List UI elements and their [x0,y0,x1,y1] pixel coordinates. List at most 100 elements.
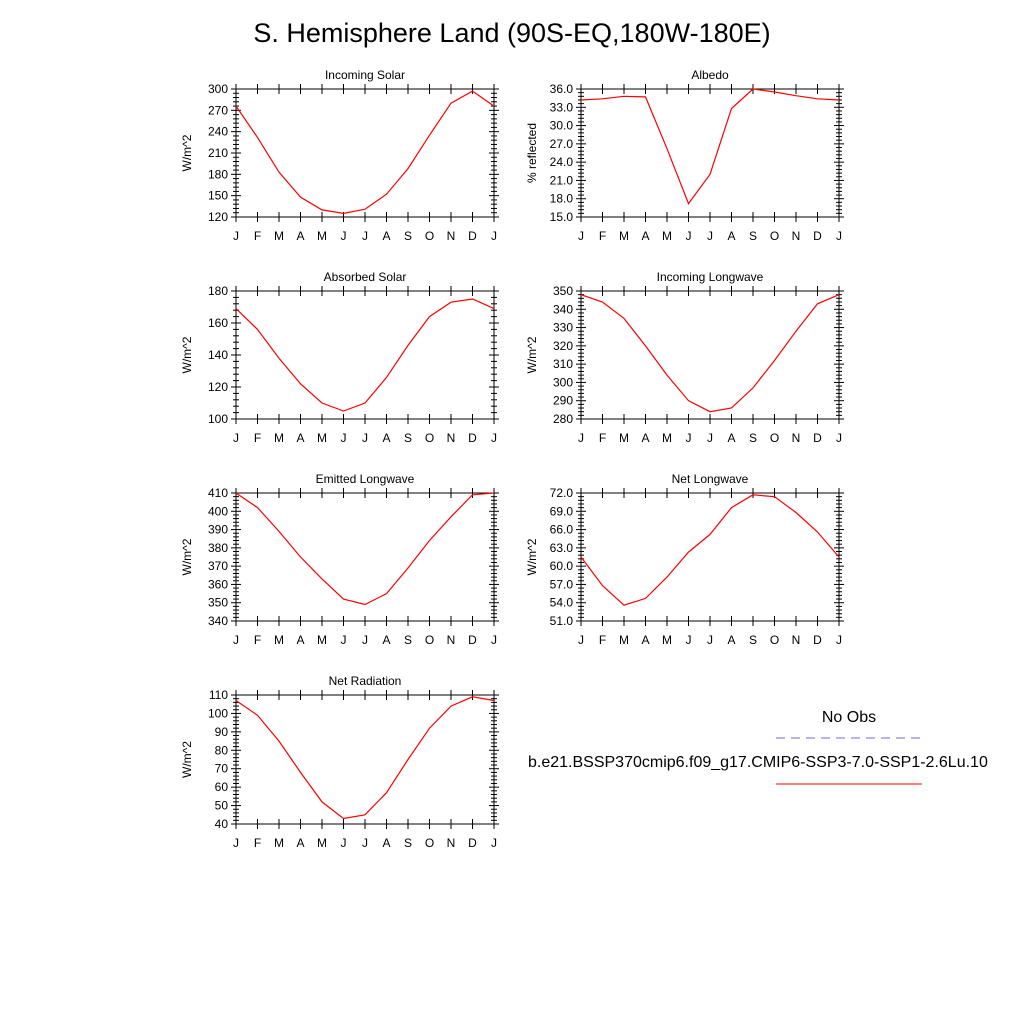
series-line [235,696,495,820]
y-tick-label: 50 [215,799,229,813]
y-tick-label: 370 [208,559,228,573]
legend-obs-label: No Obs [822,709,876,726]
plot-frame [580,290,840,420]
x-tick-label: J [362,633,368,647]
x-tick-label: S [404,836,412,850]
x-tick-label: S [749,633,757,647]
x-tick-label: J [233,836,239,850]
x-tick-label: A [727,229,735,243]
x-tick-label: O [425,836,434,850]
x-tick-label: F [254,836,261,850]
x-tick-label: D [468,633,477,647]
x-tick-label: M [317,836,327,850]
x-tick-label: S [404,229,412,243]
y-axis-label: W/m^2 [525,538,539,575]
y-tick-label: 40 [215,817,229,831]
plot-frame [580,88,840,218]
y-tick-label: 24.0 [550,155,574,169]
x-tick-label: J [707,633,713,647]
y-tick-label: 18.0 [550,192,574,206]
x-tick-label: J [491,836,497,850]
y-tick-label: 350 [553,284,573,298]
y-tick-label: 80 [215,743,229,757]
x-tick-label: A [296,431,304,445]
x-tick-label: J [686,633,692,647]
x-tick-label: A [382,229,390,243]
x-tick-label: J [578,431,584,445]
x-tick-label: J [233,229,239,243]
y-tick-label: 36.0 [550,82,574,96]
series-line [235,298,495,412]
y-axis-label: W/m^2 [180,538,194,575]
x-tick-label: J [491,229,497,243]
panel-title: Incoming Longwave [657,270,764,284]
y-tick-label: 30.0 [550,119,574,133]
plot-frame [235,694,495,825]
x-tick-label: M [317,431,327,445]
x-tick-label: M [619,633,629,647]
x-tick-label: J [686,229,692,243]
y-tick-label: 350 [208,596,228,610]
plot-frame [235,290,495,420]
x-tick-label: J [491,431,497,445]
x-tick-label: O [425,431,434,445]
x-tick-label: O [770,633,779,647]
x-tick-label: M [274,431,284,445]
x-tick-label: D [813,633,822,647]
x-tick-label: M [662,431,672,445]
x-tick-label: A [382,836,390,850]
panel-albedo: Albedo % reflected 15.0 18.0 21.0 24.0 27.0 30.… [525,68,844,243]
x-tick-label: F [254,431,261,445]
panel-net-longwave: Net Longwave W/m^2 51.0 54.0 57.0 60.0 63.0 66.… [525,472,844,647]
y-tick-label: 320 [553,339,573,353]
y-tick-label: 340 [208,614,228,628]
x-tick-label: D [813,229,822,243]
x-tick-label: D [468,229,477,243]
x-tick-label: D [468,836,477,850]
series-line [580,294,840,413]
x-tick-label: D [813,431,822,445]
legend-model-label: b.e21.BSSP370cmip6.f09_g17.CMIP6-SSP3-7.… [528,754,988,771]
y-tick-label: 21.0 [550,173,574,187]
panel-incoming-solar: Incoming Solar W/m^2 120 150 180 210 240 270 300… [180,68,499,243]
y-tick-label: 63.0 [550,541,574,555]
y-tick-label: 270 [208,103,228,117]
y-tick-label: 340 [553,302,573,316]
x-tick-label: J [341,229,347,243]
y-tick-label: 210 [208,146,228,160]
x-tick-label: J [233,431,239,445]
panel-title: Absorbed Solar [324,270,407,284]
y-tick-label: 380 [208,541,228,555]
y-tick-label: 69.0 [550,504,574,518]
plot-frame [235,88,495,218]
panel-title: Emitted Longwave [316,472,415,486]
x-tick-label: A [296,633,304,647]
y-tick-label: 140 [208,348,228,362]
x-tick-label: F [599,633,606,647]
x-tick-label: J [233,633,239,647]
x-tick-label: S [749,229,757,243]
y-axis-label: % reflected [525,123,539,183]
x-tick-label: D [468,431,477,445]
x-tick-label: A [296,836,304,850]
y-tick-label: 90 [215,725,229,739]
y-tick-label: 150 [208,189,228,203]
x-tick-label: N [447,633,456,647]
panel-title: Incoming Solar [325,68,405,82]
x-tick-label: A [727,431,735,445]
y-tick-label: 54.0 [550,596,574,610]
x-tick-label: J [578,633,584,647]
x-tick-label: M [619,431,629,445]
x-tick-label: N [792,633,801,647]
y-tick-label: 60 [215,780,229,794]
series-line [235,492,495,606]
y-tick-label: 66.0 [550,523,574,537]
panel-title: Net Longwave [672,472,749,486]
panel-title: Net Radiation [329,674,402,688]
x-tick-label: N [792,431,801,445]
x-tick-label: M [662,633,672,647]
y-axis-label: W/m^2 [180,134,194,171]
y-tick-label: 400 [208,504,228,518]
y-tick-label: 60.0 [550,559,574,573]
